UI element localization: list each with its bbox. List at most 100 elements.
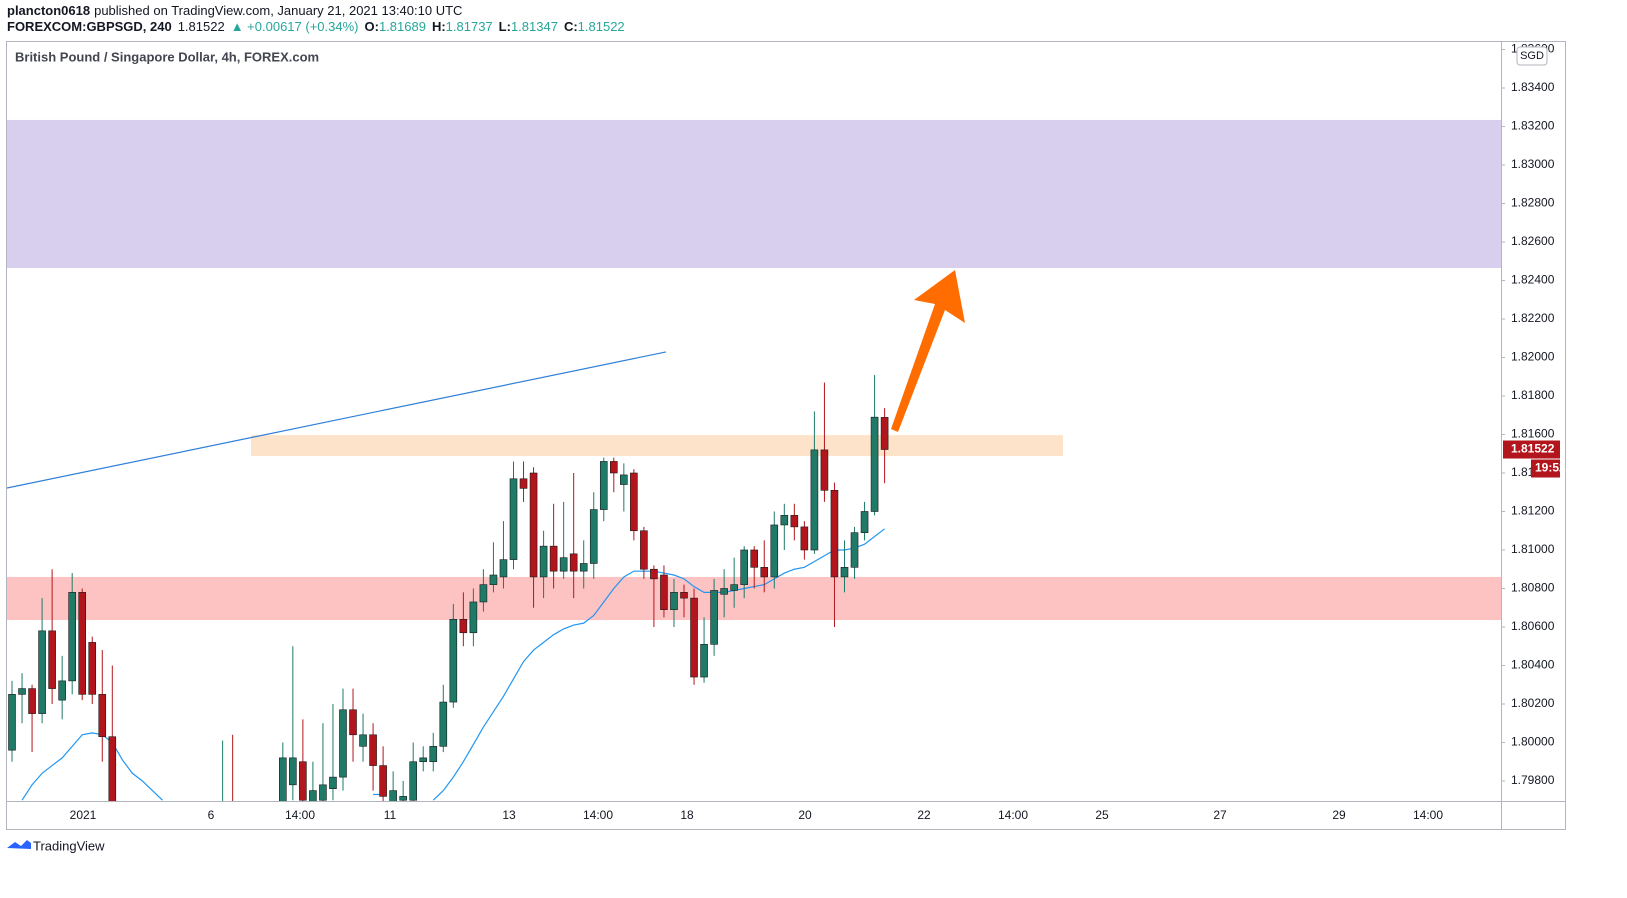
y-tick-label: 1.83400 — [1511, 80, 1555, 94]
y-tick-label: 1.83000 — [1511, 157, 1555, 171]
moving-average — [21, 732, 163, 801]
candle-body — [369, 734, 377, 766]
candle-body — [569, 553, 578, 572]
plot-area — [7, 119, 1501, 829]
candle-body — [459, 618, 468, 634]
ohlc-label: H: — [432, 19, 446, 34]
zone — [251, 435, 1063, 457]
x-tick-label: 29 — [1332, 808, 1346, 822]
chart-title: British Pound / Singapore Dollar, 4h, FO… — [15, 49, 319, 64]
arrow — [891, 270, 965, 432]
candle-body — [640, 530, 648, 570]
candle-body — [599, 461, 608, 510]
candle-body — [229, 810, 236, 829]
candle-body — [549, 545, 558, 572]
candle-body — [589, 509, 598, 564]
y-tick-label: 1.81600 — [1511, 427, 1555, 441]
header-line-2: FOREXCOM:GBPSGD, 240 1.81522 ▲ +0.00617 (+… — [7, 19, 625, 34]
candle-body — [710, 590, 718, 645]
candle-body — [18, 688, 26, 695]
candle-body — [98, 694, 107, 738]
candle-body — [780, 515, 789, 526]
x-tick-label: 14:00 — [583, 808, 613, 822]
trend-line — [7, 351, 667, 489]
last-price: 1.81522 — [178, 19, 225, 34]
candle-body — [630, 472, 638, 532]
published: published on TradingView.com, January 21… — [94, 3, 462, 18]
candle-body — [289, 757, 297, 786]
candle-body — [479, 584, 488, 603]
footer: TradingView — [7, 838, 105, 853]
candle-body — [319, 784, 327, 801]
candle-body — [690, 597, 698, 678]
ohlc-value: 1.81347 — [511, 19, 558, 34]
candle-body — [339, 709, 347, 778]
y-tick-label: 1.79800 — [1511, 773, 1555, 787]
countdown: 19:52 — [1535, 461, 1566, 475]
candle-body — [680, 592, 688, 599]
overlay: 1.81522 19:52 SGD — [1503, 46, 1566, 478]
author: plancton0618 — [7, 3, 90, 18]
currency: SGD — [1520, 50, 1544, 62]
candle-body — [389, 790, 397, 801]
last-price-label: 1.81522 — [1511, 442, 1555, 456]
y-tick-label: 1.80600 — [1511, 619, 1555, 633]
candle-body — [38, 630, 46, 714]
change: ▲ +0.00617 (+0.34%) — [231, 19, 359, 34]
y-tick-label: 1.81200 — [1511, 504, 1555, 518]
y-tick-label: 1.80800 — [1511, 581, 1555, 595]
x-tick-label: 14:00 — [998, 808, 1028, 822]
ohlc-value: 1.81689 — [379, 19, 426, 34]
y-tick-label: 1.80200 — [1511, 696, 1555, 710]
x-tick-label: 13 — [502, 808, 516, 822]
x-tick-label: 27 — [1213, 808, 1227, 822]
candle-body — [810, 449, 819, 551]
candle-body — [770, 524, 779, 578]
y-tick-label: 1.82600 — [1511, 234, 1555, 248]
candle-body — [219, 810, 226, 820]
candle-body — [499, 559, 508, 578]
y-tick-label: 1.82200 — [1511, 311, 1555, 325]
candle-body — [8, 694, 16, 751]
last-price-box — [1503, 440, 1560, 459]
x-tick-label: 6 — [208, 808, 215, 822]
frame — [6, 41, 1566, 830]
candle-body — [880, 417, 889, 450]
y-tick-label: 1.83200 — [1511, 119, 1555, 133]
candle-body — [870, 416, 879, 512]
candle-body — [399, 796, 407, 801]
candle-body — [329, 776, 337, 789]
y-tick-label: 1.80000 — [1511, 735, 1555, 749]
logo — [7, 840, 31, 849]
ohlc-value: 1.81522 — [578, 19, 625, 34]
candle-body — [850, 532, 859, 568]
candle-body — [359, 734, 367, 747]
candle-body — [670, 592, 678, 610]
x-tick-label: 14:00 — [285, 808, 315, 822]
candle-body — [620, 474, 628, 485]
candle-body — [509, 478, 518, 560]
candle-body — [108, 736, 117, 801]
zone — [7, 119, 1501, 268]
candle-body — [660, 574, 668, 610]
candle-body — [349, 709, 357, 736]
price-axis: 1.79800 1.80000 1.80200 1.80400 1.80600 1.808… — [1501, 42, 1555, 787]
x-tick-label: 22 — [917, 808, 931, 822]
y-tick-label: 1.82400 — [1511, 273, 1555, 287]
x-tick-label: 18 — [680, 808, 694, 822]
y-tick-label: 1.82800 — [1511, 196, 1555, 210]
currency-box — [1516, 46, 1548, 66]
candle-body — [790, 515, 799, 528]
candle-body — [379, 765, 387, 797]
candle-body — [449, 618, 458, 703]
candle-body — [279, 757, 287, 801]
moving-average — [432, 528, 885, 801]
ohlc-value: 1.81737 — [446, 19, 493, 34]
candle-body — [579, 563, 588, 572]
candle-body — [740, 549, 748, 585]
x-tick-label: 20 — [798, 808, 812, 822]
y-tick-label: 1.82000 — [1511, 350, 1555, 364]
candle-body — [830, 490, 839, 578]
